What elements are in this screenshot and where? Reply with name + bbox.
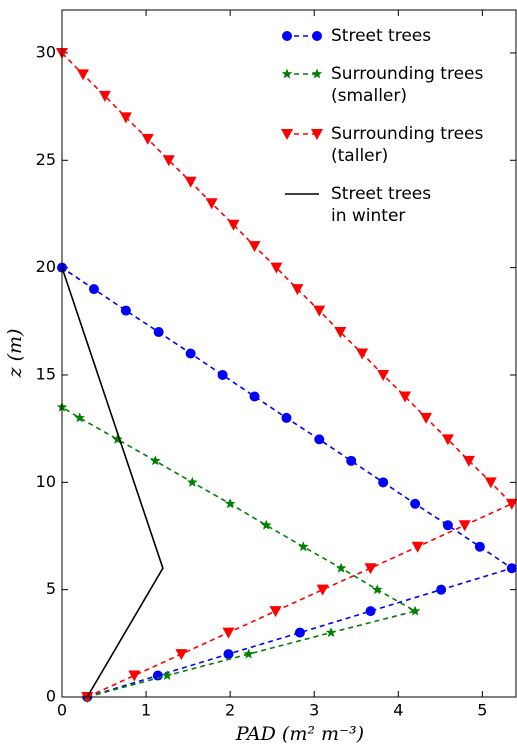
marker	[505, 498, 517, 510]
marker	[222, 627, 235, 639]
y-tick-label: 5	[46, 579, 56, 598]
marker	[270, 262, 283, 274]
legend-label: Surrounding trees	[331, 64, 484, 84]
x-tick-label: 3	[309, 701, 319, 720]
legend-label: in winter	[331, 206, 405, 226]
marker	[314, 434, 325, 445]
marker	[325, 627, 337, 637]
marker	[458, 520, 471, 532]
y-tick-label: 0	[46, 687, 56, 706]
marker	[128, 670, 141, 682]
y-axis-label: z (m)	[4, 329, 26, 379]
marker	[377, 369, 390, 381]
y-tick-label: 20	[36, 257, 56, 276]
series-line	[61, 406, 418, 698]
marker	[311, 68, 323, 79]
marker	[162, 155, 175, 167]
marker	[98, 90, 111, 102]
marker	[282, 31, 292, 41]
marker	[187, 476, 198, 487]
marker	[120, 305, 131, 316]
marker	[281, 68, 293, 79]
marker	[224, 498, 236, 509]
marker	[205, 198, 218, 210]
marker	[312, 31, 322, 41]
marker	[261, 519, 272, 530]
marker	[88, 284, 99, 295]
x-tick-label: 5	[477, 701, 487, 720]
marker	[484, 477, 497, 489]
marker	[141, 133, 154, 145]
marker	[364, 563, 377, 575]
marker	[74, 412, 85, 423]
x-tick-label: 0	[57, 701, 67, 720]
plot-frame	[61, 9, 517, 698]
marker	[223, 649, 234, 660]
x-tick-label: 2	[225, 701, 235, 720]
y-tick-label: 30	[36, 42, 56, 61]
x-tick-label: 4	[393, 701, 403, 720]
marker	[112, 433, 123, 444]
marker	[356, 348, 369, 360]
marker	[313, 305, 326, 317]
series-line	[61, 267, 164, 698]
marker	[249, 391, 260, 402]
legend-label: Street trees	[331, 184, 431, 204]
marker	[410, 498, 421, 509]
marker	[441, 434, 454, 446]
legend-label: (taller)	[331, 146, 388, 166]
marker	[281, 129, 293, 140]
y-tick-label: 10	[36, 472, 56, 491]
marker	[153, 327, 164, 338]
marker	[399, 391, 412, 403]
marker	[217, 369, 228, 380]
marker	[378, 477, 389, 488]
marker	[150, 455, 161, 466]
series-line	[61, 52, 514, 698]
legend-label: Surrounding trees	[331, 124, 484, 144]
marker	[291, 284, 304, 296]
marker	[311, 129, 323, 140]
marker	[462, 455, 475, 467]
marker	[119, 112, 132, 124]
marker	[411, 541, 424, 553]
marker	[474, 541, 485, 552]
marker	[77, 69, 90, 81]
marker	[335, 562, 347, 573]
marker	[346, 455, 357, 466]
marker	[334, 327, 347, 339]
legend-label: (smaller)	[331, 86, 407, 106]
marker	[281, 412, 292, 423]
marker	[175, 649, 188, 661]
y-tick-label: 25	[36, 150, 56, 169]
marker	[269, 606, 282, 618]
marker	[152, 670, 163, 681]
marker	[184, 176, 197, 188]
marker	[248, 241, 261, 253]
marker	[365, 606, 376, 617]
marker	[185, 348, 196, 359]
series-line	[61, 266, 514, 698]
marker	[506, 563, 517, 574]
marker	[442, 520, 453, 531]
x-tick-label: 1	[141, 701, 151, 720]
marker	[420, 412, 433, 424]
marker	[316, 584, 329, 596]
marker	[298, 541, 309, 552]
legend-label: Street trees	[331, 26, 431, 46]
y-tick-label: 15	[36, 364, 56, 383]
x-axis-label: PAD (m² m⁻³)	[235, 723, 364, 745]
marker	[294, 627, 305, 638]
marker	[161, 670, 173, 680]
marker	[372, 584, 383, 595]
marker	[436, 584, 447, 595]
marker	[227, 219, 240, 231]
marker	[243, 648, 254, 659]
marker	[409, 605, 421, 616]
